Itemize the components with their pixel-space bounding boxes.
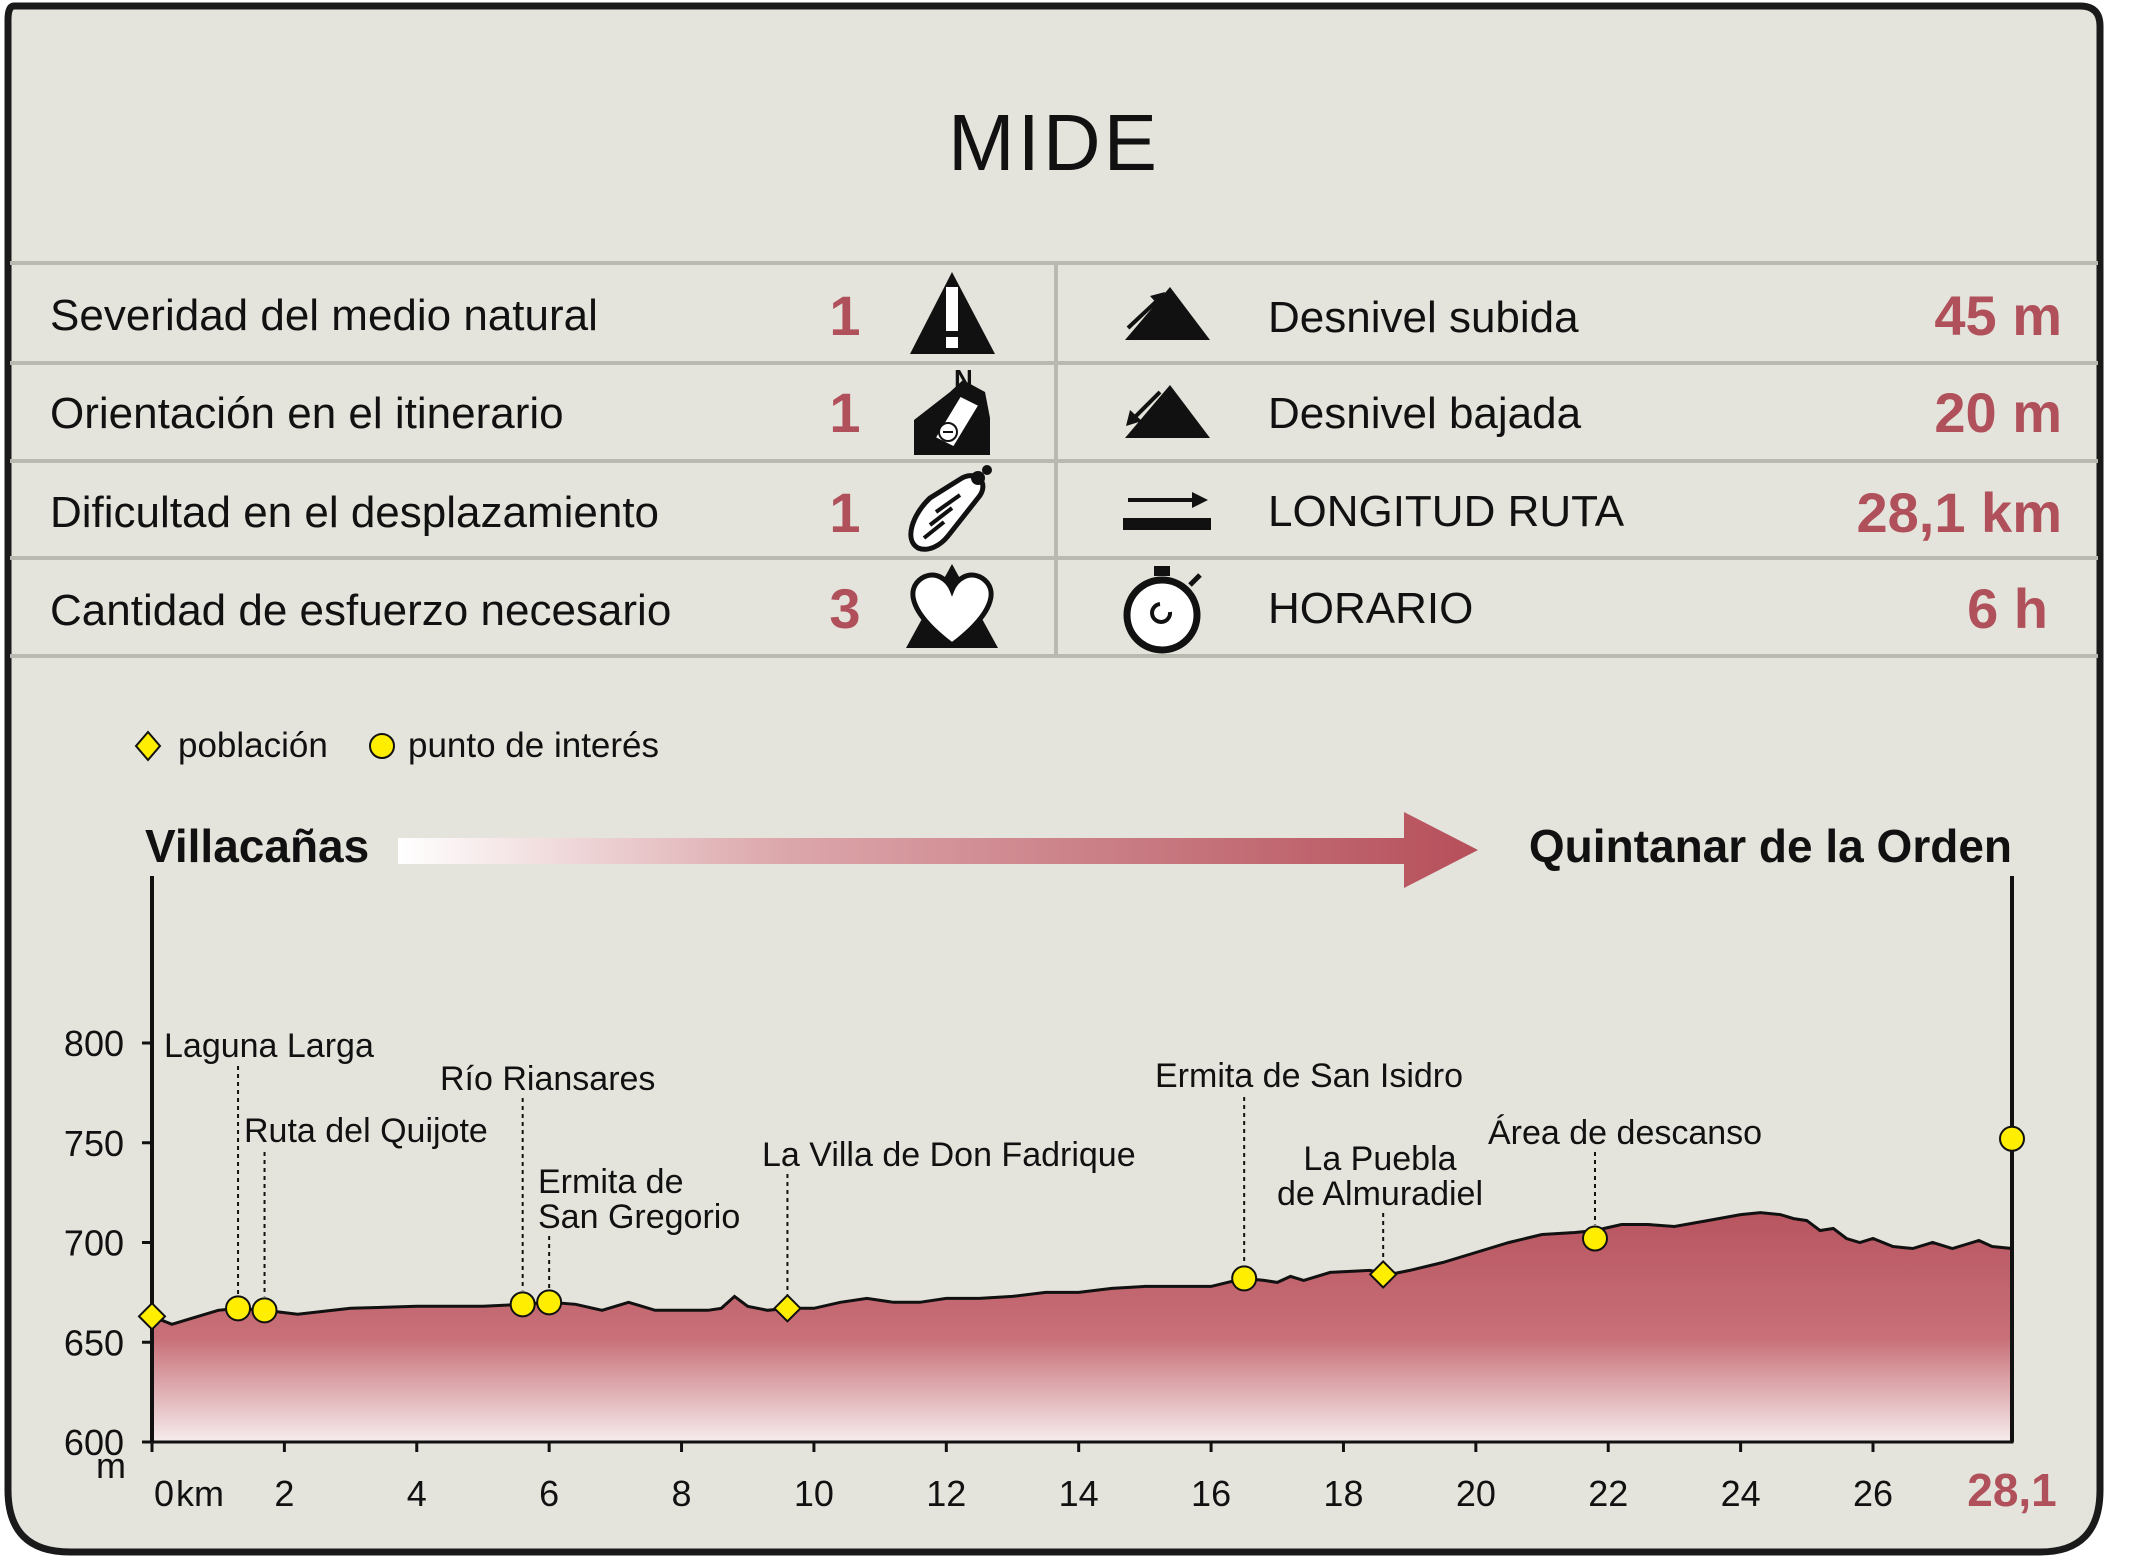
mide-row-displacement: Dificultad en el desplazamiento 1: [50, 481, 861, 544]
x-tick-label: 2: [274, 1473, 294, 1514]
chart-legend: población punto de interés: [134, 726, 659, 765]
route-row-ascent: Desnivel subida 45 m: [1268, 284, 2062, 347]
y-tick-label: 650: [64, 1322, 124, 1363]
legend-town-label: población: [178, 726, 328, 765]
poi-marker: [251, 1297, 278, 1324]
annotation-puebla-2: de Almuradiel: [1277, 1175, 1483, 1213]
mide-value: 1: [829, 481, 860, 544]
route-end: Quintanar de la Orden: [1529, 820, 2012, 872]
annotation-ruta-quijote: Ruta del Quijote: [244, 1112, 488, 1150]
descent-icon: [1125, 385, 1210, 438]
stopwatch-icon: [1123, 566, 1202, 654]
route-value: 6 h: [1967, 577, 2048, 640]
mide-value: 1: [829, 284, 860, 347]
x-tick-label: 8: [672, 1473, 692, 1514]
mide-table-grid: [10, 261, 2098, 658]
route-label: LONGITUD RUTA: [1268, 487, 1625, 536]
route-value: 45 m: [1934, 284, 2062, 347]
end-distance-label: 28,1: [1967, 1464, 2057, 1516]
annotation-ermita-gregorio-2: San Gregorio: [538, 1198, 740, 1236]
annotation-ermita-san-isidro: Ermita de San Isidro: [1155, 1057, 1463, 1095]
annotation-villa-don-fadrique: La Villa de Don Fadrique: [762, 1136, 1136, 1174]
x-unit-label: km: [176, 1473, 224, 1514]
route-label: HORARIO: [1268, 584, 1473, 633]
annotation-area-descanso: Área de descanso: [1488, 1114, 1762, 1152]
route-value: 20 m: [1934, 381, 2062, 444]
x-tick-label: 12: [926, 1473, 966, 1514]
legend-poi-label: punto de interés: [408, 726, 659, 765]
x-tick-label: 0: [154, 1473, 174, 1514]
town-marker: [773, 1293, 802, 1323]
poi-marker: [509, 1291, 536, 1318]
poi-legend-marker: [369, 733, 395, 759]
x-tick-label: 24: [1721, 1473, 1761, 1514]
y-tick-label: 700: [64, 1223, 124, 1264]
annotation-laguna-larga: Laguna Larga: [164, 1027, 374, 1065]
mide-row-effort: Cantidad de esfuerzo necesario 3: [50, 577, 861, 640]
mide-value: 1: [829, 381, 860, 444]
x-ticks: 0 2 4 6 8 10 12 14 16 18 20 22 24 26: [150, 1442, 1893, 1514]
route-label: Desnivel bajada: [1268, 389, 1582, 438]
mide-label: Dificultad en el desplazamiento: [50, 488, 659, 537]
mide-value: 3: [829, 577, 860, 640]
orientation-icon: N: [914, 364, 990, 455]
footprint-icon: [908, 465, 992, 552]
y-ticks: 600 650 700 750 800: [64, 1023, 152, 1463]
route-row-length: LONGITUD RUTA 28,1 km: [1268, 481, 2062, 544]
poi-marker: [536, 1289, 563, 1316]
x-tick-label: 18: [1323, 1473, 1363, 1514]
mide-row-severity: Severidad del medio natural 1: [50, 284, 861, 347]
heart-effort-icon: [906, 564, 998, 649]
town-marker: [1368, 1260, 1398, 1289]
annotation-puebla-1: La Puebla: [1303, 1140, 1456, 1178]
svg-text:N: N: [954, 364, 973, 394]
ascent-icon: [1125, 287, 1210, 340]
x-tick-label: 22: [1588, 1473, 1628, 1514]
route-direction-arrow: [398, 812, 1478, 888]
town-marker: [137, 1301, 167, 1331]
route-row-descent: Desnivel bajada 20 m: [1268, 381, 2062, 444]
x-tick-label: 6: [539, 1473, 559, 1514]
y-tick-label: 800: [64, 1023, 124, 1064]
y-tick-label: 750: [64, 1123, 124, 1164]
y-unit-label: m: [96, 1445, 126, 1486]
mide-row-orientation: Orientación en el itinerario 1: [50, 381, 861, 444]
x-tick-label: 20: [1456, 1473, 1496, 1514]
town-legend-marker: [134, 730, 162, 762]
page-title: MIDE: [948, 98, 1160, 187]
poi-marker: [1231, 1265, 1258, 1292]
annotation-rio-riansares: Río Riansares: [440, 1060, 655, 1098]
y-tick-label: 600: [64, 1422, 124, 1463]
mide-label: Orientación en el itinerario: [50, 389, 564, 438]
danger-icon: [910, 272, 995, 354]
poi-marker: [225, 1295, 252, 1322]
route-row-time: HORARIO 6 h: [1268, 577, 2048, 640]
route-direction: Villacañas Quintanar de la Orden: [145, 812, 2012, 888]
x-tick-label: 14: [1059, 1473, 1099, 1514]
route-start: Villacañas: [145, 820, 369, 872]
card-background: [4, 2, 2104, 1556]
mide-label: Cantidad de esfuerzo necesario: [50, 586, 671, 635]
poi-marker: [1999, 1125, 2025, 1152]
mide-label: Severidad del medio natural: [50, 291, 598, 340]
annotation-ermita-gregorio-1: Ermita de: [538, 1163, 684, 1201]
x-tick-label: 10: [794, 1473, 834, 1514]
distance-icon: [1123, 492, 1211, 530]
route-value: 28,1 km: [1857, 481, 2063, 544]
x-tick-label: 4: [407, 1473, 427, 1514]
annotation-leaders: [237, 1066, 1596, 1297]
poi-marker: [1581, 1225, 1608, 1252]
route-label: Desnivel subida: [1268, 293, 1579, 342]
route-markers: [137, 1125, 2025, 1331]
x-tick-label: 16: [1191, 1473, 1231, 1514]
x-tick-label: 26: [1853, 1473, 1893, 1514]
